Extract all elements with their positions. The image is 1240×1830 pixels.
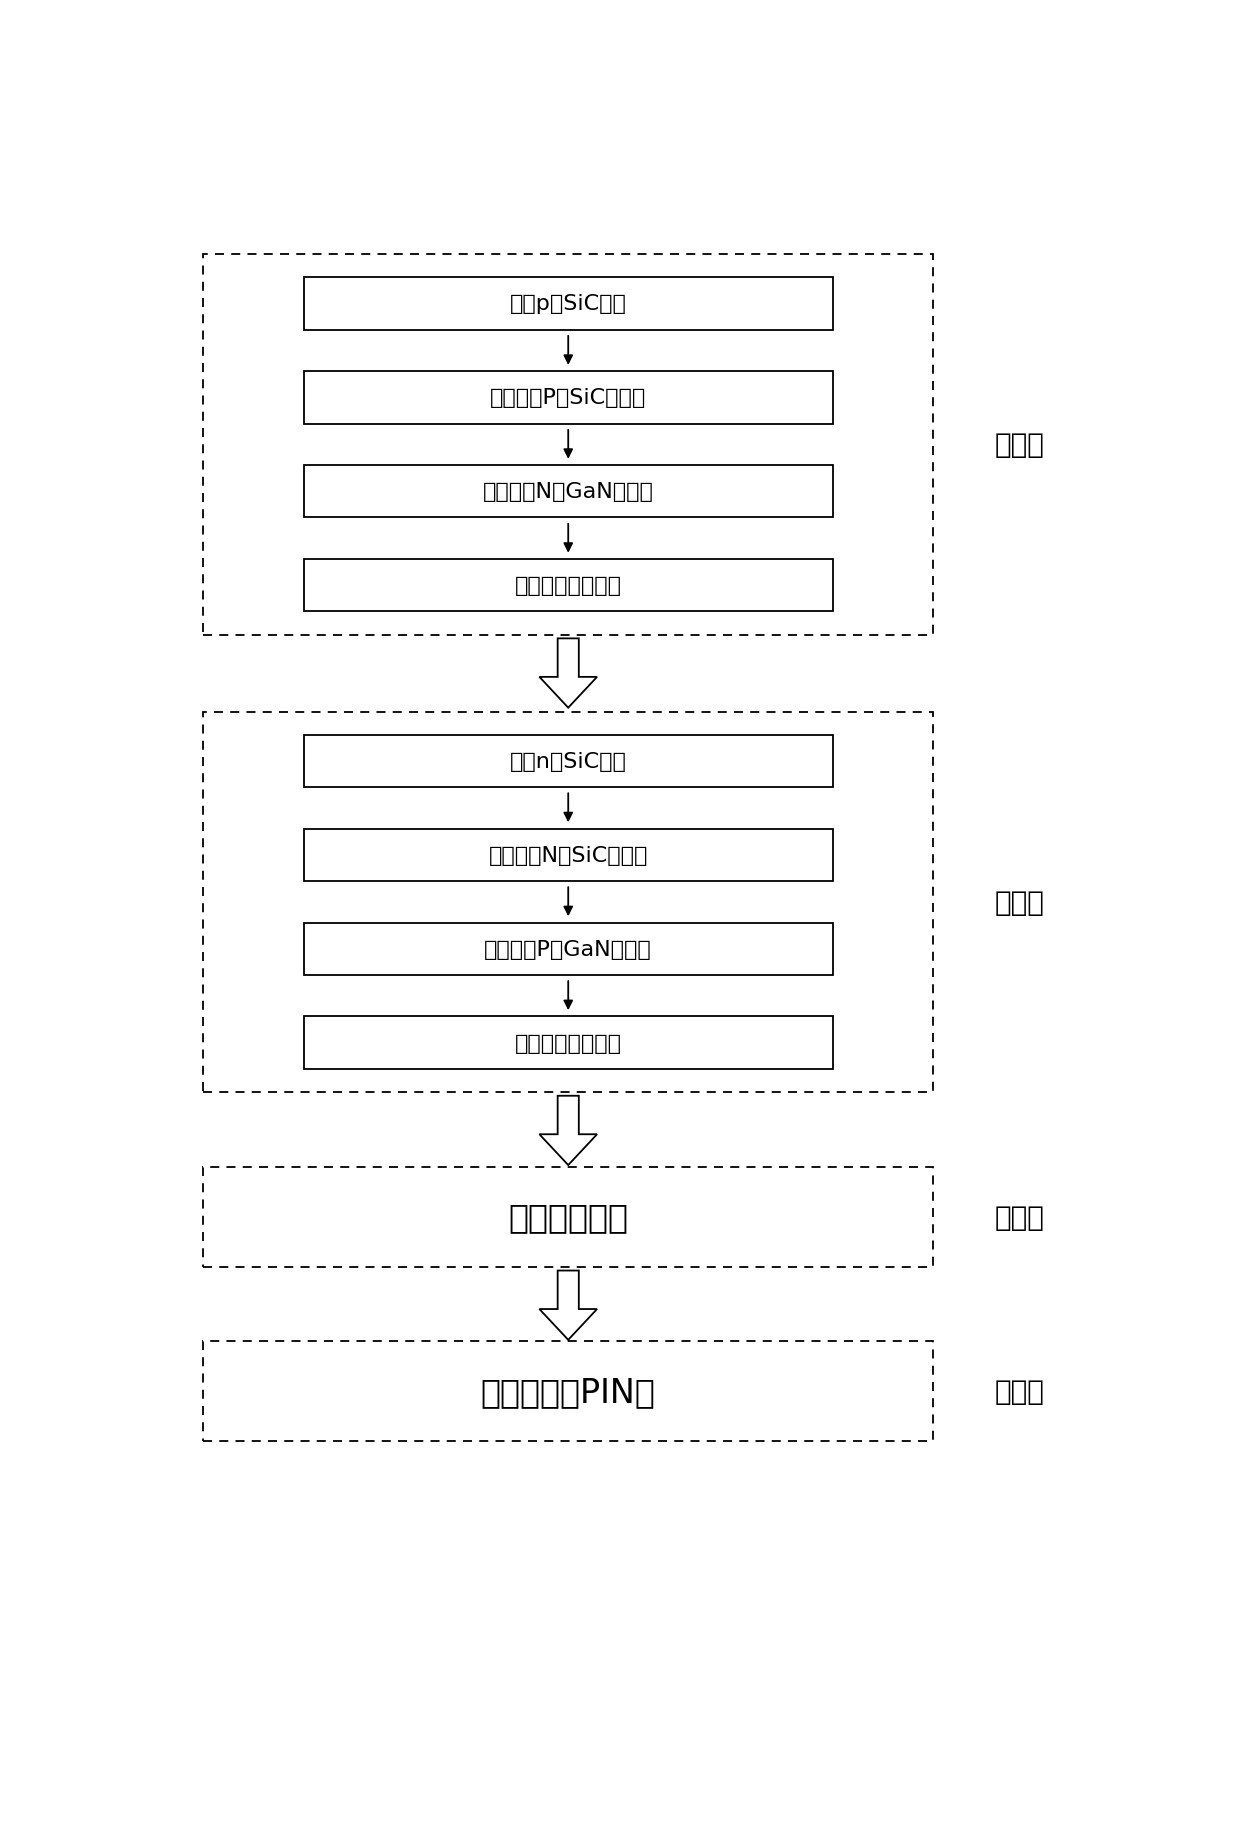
Bar xyxy=(203,254,934,635)
Text: 清洗p型SiC衬底: 清洗p型SiC衬底 xyxy=(510,295,626,315)
Polygon shape xyxy=(539,1096,596,1166)
Bar xyxy=(304,736,832,787)
Text: 清洗n型SiC衬底: 清洗n型SiC衬底 xyxy=(510,752,626,772)
Polygon shape xyxy=(539,639,596,708)
Text: 第一步: 第一步 xyxy=(994,432,1045,459)
Text: 外延生长N型GaN外延层: 外延生长N型GaN外延层 xyxy=(482,481,653,501)
Bar xyxy=(304,467,832,518)
Bar xyxy=(203,1341,934,1442)
Bar xyxy=(203,712,934,1093)
Text: 第四步: 第四步 xyxy=(994,1378,1045,1405)
Bar xyxy=(304,922,832,975)
Text: 外延生长P型SiC外延层: 外延生长P型SiC外延层 xyxy=(490,388,646,408)
Bar xyxy=(203,1168,934,1266)
Text: 外延生长P型GaN外延层: 外延生长P型GaN外延层 xyxy=(485,939,652,959)
Bar xyxy=(304,371,832,425)
Bar xyxy=(304,1017,832,1069)
Bar xyxy=(304,829,832,882)
Text: 键合上、下PIN结: 键合上、下PIN结 xyxy=(481,1374,656,1407)
Bar xyxy=(304,560,832,611)
Bar xyxy=(304,278,832,331)
Text: 第三步: 第三步 xyxy=(994,1202,1045,1232)
Text: 外延生长N型SiC外延层: 外延生长N型SiC外延层 xyxy=(489,845,649,866)
Text: 淀积欧姆接触电极: 淀积欧姆接触电极 xyxy=(515,576,621,597)
Text: 淀积放射源层: 淀积放射源层 xyxy=(508,1200,629,1233)
Text: 淀积欧姆接触电极: 淀积欧姆接触电极 xyxy=(515,1034,621,1052)
Polygon shape xyxy=(539,1270,596,1340)
Text: 第二步: 第二步 xyxy=(994,888,1045,917)
